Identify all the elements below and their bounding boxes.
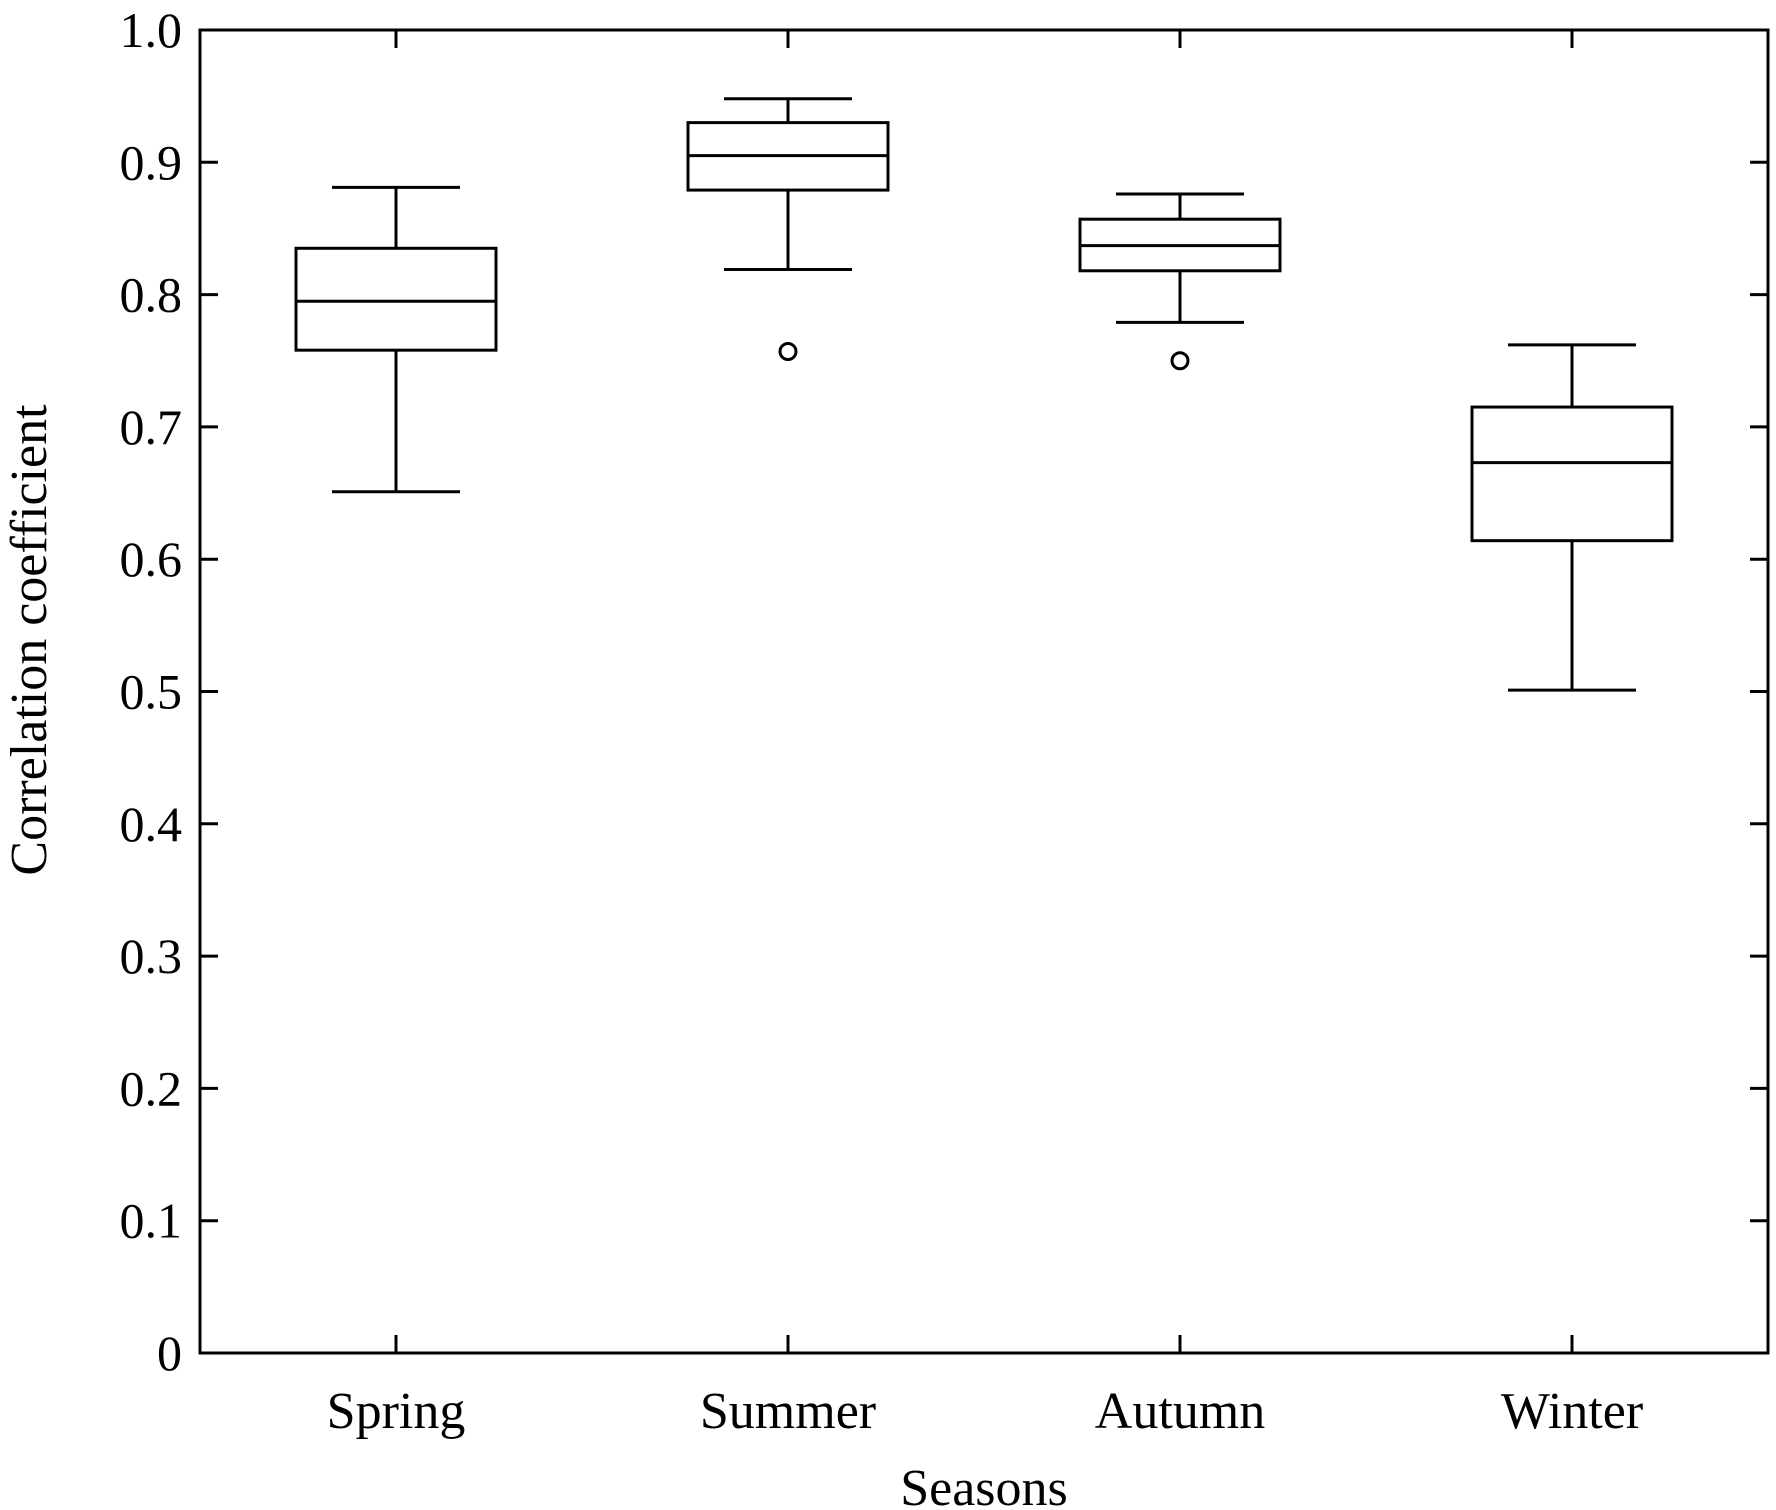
y-tick-label: 0.4 [120,796,183,852]
outlier-point [778,341,798,361]
y-tick-label: 0.5 [120,664,183,720]
iqr-box [1470,405,1674,543]
y-axis-ticks: 0 0.1 0.2 0.3 0.4 0.5 0.6 0.7 0.8 0.9 1.0 [120,2,1768,1381]
x-axis-ticks: Spring Summer Autumn Winter [327,30,1643,1440]
y-tick-label: 0 [157,1325,182,1381]
y-tick-label: 0.9 [120,134,183,190]
y-axis-title: Correlation coefficient [1,404,58,876]
x-tick-label: Summer [700,1383,876,1440]
y-tick-label: 0.8 [120,267,183,323]
x-tick-label: Winter [1501,1383,1643,1440]
box-winter [1470,343,1674,692]
x-tick-label: Spring [327,1383,466,1440]
box-autumn [1078,192,1282,371]
box-spring [294,185,498,494]
x-axis-title: Seasons [900,1460,1068,1510]
outlier-point [1170,351,1190,371]
y-tick-label: 0.7 [120,399,183,455]
boxes [294,97,1674,692]
y-tick-label: 0.6 [120,531,183,587]
y-tick-label: 0.3 [120,928,183,984]
y-tick-label: 0.1 [120,1193,183,1249]
x-tick-label: Autumn [1095,1383,1265,1440]
y-tick-label: 1.0 [120,2,183,58]
y-tick-label: 0.2 [120,1060,183,1116]
box-summer [686,97,890,361]
iqr-box [294,246,498,352]
